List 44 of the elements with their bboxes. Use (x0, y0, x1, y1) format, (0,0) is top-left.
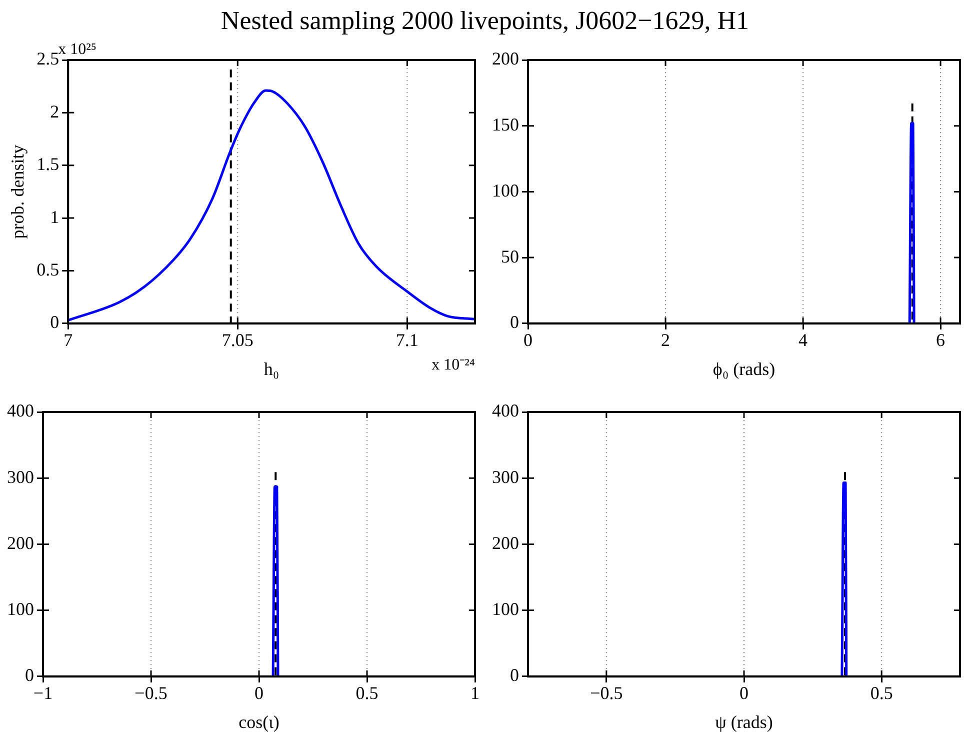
y-tick-label: 300 (7, 466, 34, 487)
y-tick-label: 100 (492, 180, 519, 200)
x-tick-label: 0.5 (356, 683, 378, 704)
y-axis-title: prob. density (8, 144, 28, 239)
y-tick-label: 200 (492, 532, 519, 553)
y-tick-label: 0 (25, 665, 34, 686)
text: x 10⁻²⁴ (432, 356, 476, 374)
x-tick-label: −0.5 (590, 683, 623, 704)
x-tick-label: 0 (740, 683, 748, 704)
text: x 10²⁵ (58, 41, 96, 58)
y-tick-label: 400 (492, 400, 519, 421)
y-tick-label: 100 (492, 599, 519, 620)
x-tick-label: −0.5 (134, 683, 168, 704)
x-axis-title: cos(ι) (238, 712, 280, 732)
y-tick-label: 2.5 (36, 48, 60, 69)
x-tick-label: 0 (524, 330, 532, 350)
y-tick-label: 0.5 (36, 259, 60, 280)
y-tick-label: 400 (7, 400, 34, 421)
y-tick-label: 50 (501, 246, 519, 266)
x-tick-label: 0.5 (870, 683, 893, 704)
y-tick-label: 100 (7, 599, 34, 620)
x-tick-label: 7.1 (396, 330, 418, 350)
y-tick-label: 1 (50, 206, 60, 227)
y-tick-label: 1.5 (36, 154, 60, 174)
y-tick-label: 200 (492, 48, 519, 69)
x-tick-label: −1 (33, 683, 53, 704)
x-axis-title: ϕ₀ (rads) (712, 358, 776, 379)
x-axis-title: h₀ (264, 358, 280, 379)
y-tick-label: 2 (50, 101, 60, 122)
chart-title: Nested sampling 2000 livepoints, J0602−1629, H1 (220, 5, 750, 37)
x-tick-label: 7 (64, 330, 73, 350)
y-tick-label: 200 (7, 532, 34, 553)
x-tick-label: 2 (661, 330, 670, 350)
x-tick-label: 6 (936, 330, 946, 350)
x-axis-title: ψ (rads) (715, 712, 773, 732)
y-tick-label: 150 (492, 114, 519, 135)
y-tick-label: 0 (510, 312, 519, 332)
x-tick-label: 1 (470, 683, 480, 704)
y-tick-label: 300 (492, 466, 519, 487)
y-tick-label: 0 (50, 312, 60, 332)
x-tick-label: 4 (798, 330, 808, 350)
x-tick-label: 7.05 (222, 330, 254, 350)
y-tick-label: 0 (510, 665, 519, 686)
x-tick-label: 0 (254, 683, 264, 704)
